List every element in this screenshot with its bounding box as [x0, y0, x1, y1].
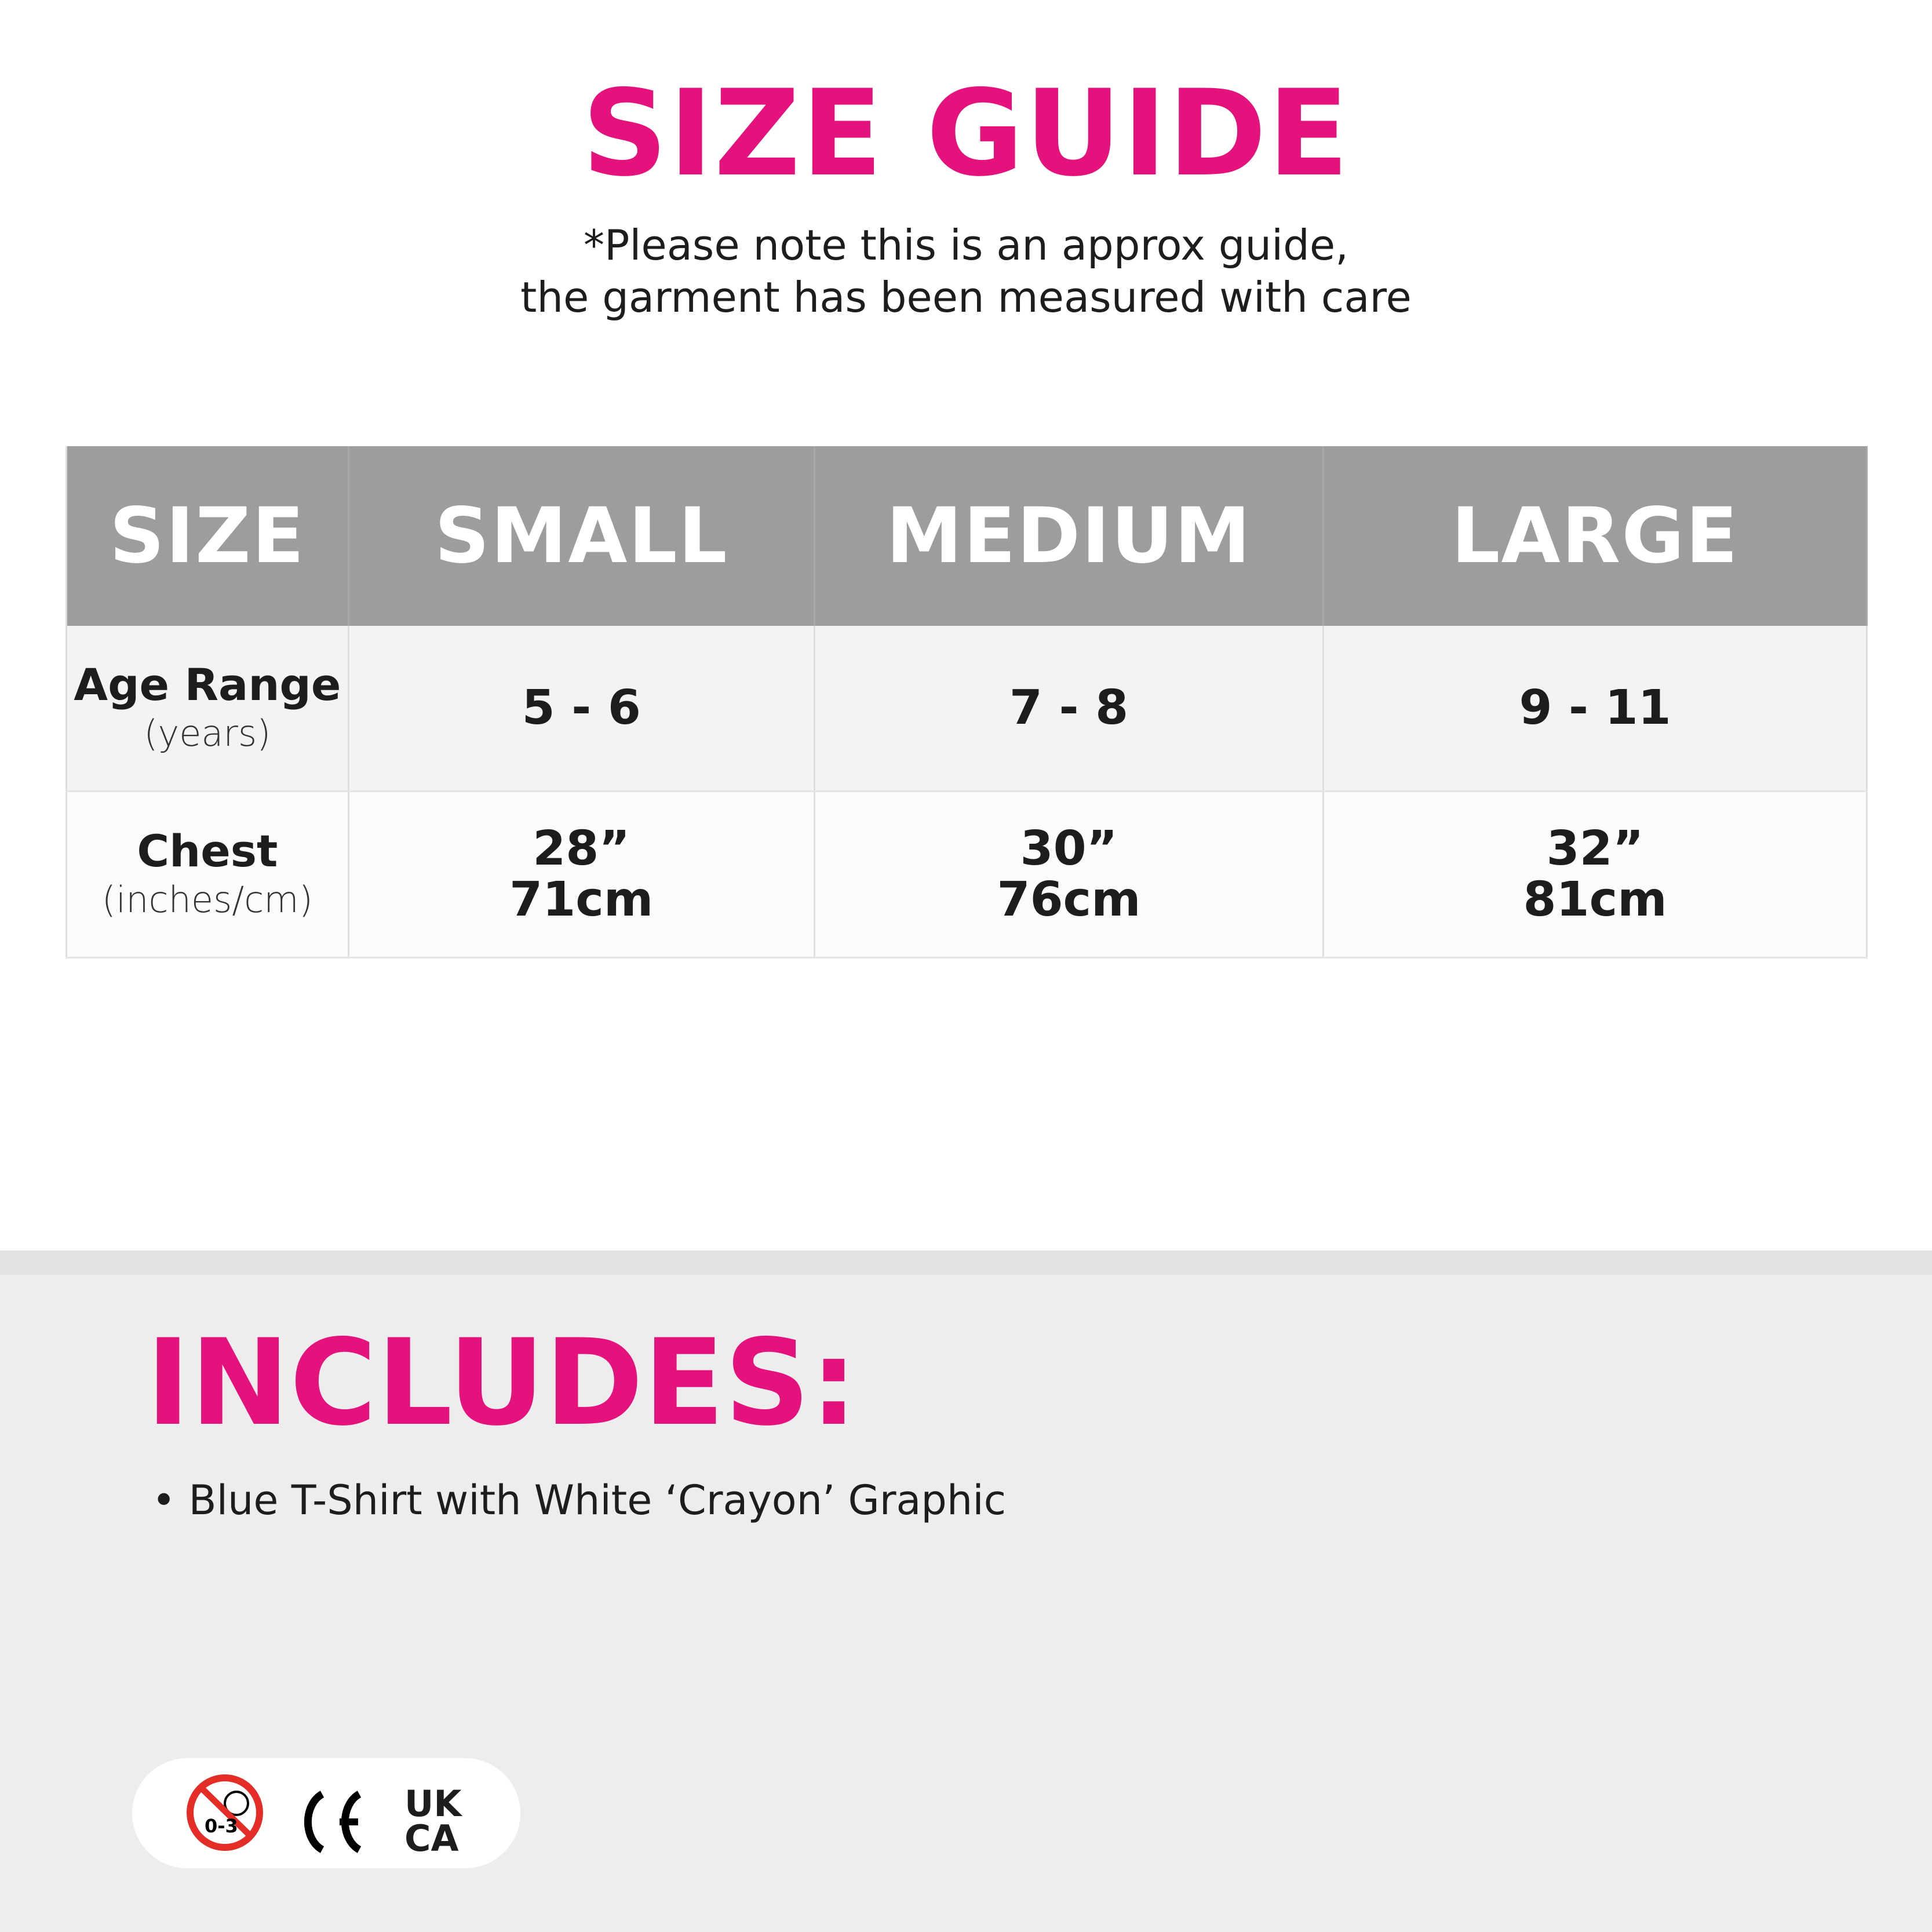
table-cell: 7 - 8	[814, 626, 1325, 792]
table-cell: 30” 76cm	[814, 791, 1325, 958]
table-cell: 28” 71cm	[348, 791, 815, 958]
list-item: • Blue T-Shirt with White ‘Crayon’ Graph…	[152, 1477, 1007, 1524]
chest-small-cm: 71cm	[509, 872, 654, 927]
ukca-mark-icon: UK CA	[404, 1782, 462, 1860]
size-note: *Please note this is an approx guide, th…	[0, 219, 1932, 323]
table-row: Age Range (years) 5 - 6 7 - 8 9 - 11	[65, 626, 1868, 792]
note-line-2: the garment has been measured with care	[520, 273, 1412, 322]
ukca-bottom: CA	[404, 1817, 459, 1860]
age-small: 5 - 6	[522, 680, 641, 735]
age-warning-text: 0-3	[205, 1815, 238, 1837]
chest-large-cm: 81cm	[1523, 872, 1667, 927]
badges-graphic: 0-3 UK CA	[187, 1774, 462, 1860]
row-label-text: Age Range	[74, 658, 341, 710]
chest-small-in: 28”	[533, 821, 630, 876]
size-table: SIZE SMALL MEDIUM LARGE Age Range (years)…	[65, 446, 1868, 958]
safety-badges: 0-3 UK CA	[132, 1758, 520, 1868]
note-line-1: *Please note this is an approx guide,	[583, 221, 1349, 269]
table-cell: 32” 81cm	[1323, 791, 1868, 958]
row-label: Chest (inches/cm)	[65, 791, 349, 958]
includes-title: INCLUDES:	[146, 1314, 858, 1452]
table-cell: 9 - 11	[1323, 626, 1868, 792]
ukca-top: UK	[404, 1782, 462, 1825]
age-warning-icon: 0-3	[187, 1774, 263, 1851]
chest-medium-cm: 76cm	[997, 872, 1141, 927]
table-cell: 5 - 6	[348, 626, 815, 792]
chest-medium-in: 30”	[1020, 821, 1118, 876]
col-header-size: SIZE	[65, 446, 349, 626]
col-header-small: SMALL	[348, 446, 815, 626]
row-label-text: Chest	[137, 825, 278, 877]
row-unit: (inches/cm)	[101, 878, 313, 921]
age-large: 9 - 11	[1519, 680, 1671, 735]
col-header-large: LARGE	[1323, 446, 1868, 626]
chest-large-in: 32”	[1546, 821, 1644, 876]
age-medium: 7 - 8	[1009, 680, 1129, 735]
col-header-medium: MEDIUM	[814, 446, 1325, 626]
row-unit: (years)	[144, 712, 271, 754]
page-title: SIZE GUIDE	[582, 65, 1350, 203]
ce-mark-icon	[304, 1791, 362, 1853]
row-label: Age Range (years)	[65, 626, 349, 792]
table-row: Chest (inches/cm) 28” 71cm 30” 76cm 32” 81cm	[65, 791, 1868, 958]
table-header-row: SIZE SMALL MEDIUM LARGE	[65, 446, 1868, 626]
